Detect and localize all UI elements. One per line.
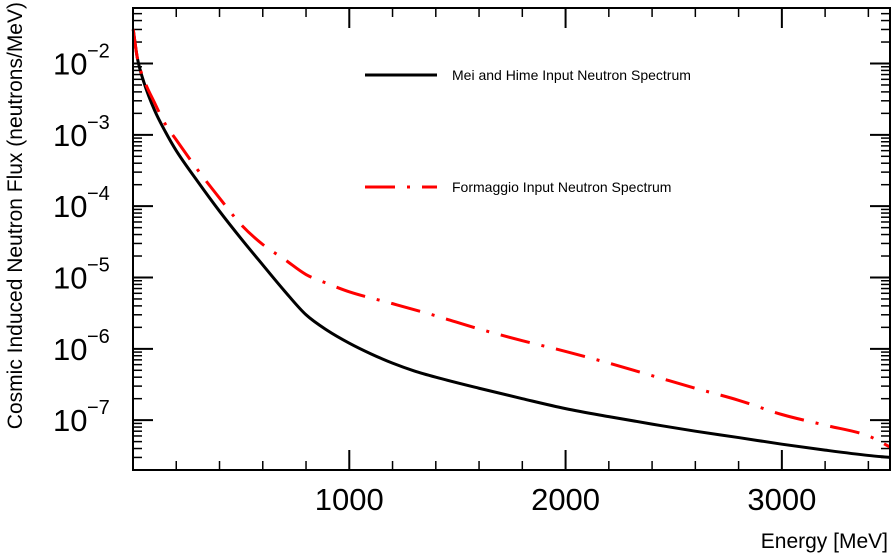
y-axis-label: Cosmic Induced Neutron Flux (neutrons/Me… xyxy=(4,2,27,429)
y-tick-label-exponent: −2 xyxy=(87,41,110,63)
x-axis-label: Energy [MeV] xyxy=(761,530,888,553)
series-layer xyxy=(131,29,891,459)
legend: Mei and Hime Input Neutron Spectrum Forma… xyxy=(365,67,691,195)
x-tick-label: 2000 xyxy=(531,482,600,517)
plot-frame xyxy=(132,7,891,471)
y-tick-label: 10 xyxy=(53,189,87,224)
y-tick-label-exponent: −6 xyxy=(87,326,110,348)
x-tick-label: 3000 xyxy=(747,482,816,517)
y-major-ticks xyxy=(133,62,890,422)
y-tick-label-exponent: −3 xyxy=(87,112,110,134)
y-tick-label: 10 xyxy=(53,47,87,82)
y-tick-labels: 10−710−610−510−410−310−2 xyxy=(53,41,110,439)
y-tick-label-exponent: −4 xyxy=(87,183,110,205)
y-tick-label: 10 xyxy=(53,332,87,367)
y-tick-label-exponent: −7 xyxy=(87,397,110,419)
series-line-2 xyxy=(131,29,891,449)
x-minor-ticks xyxy=(175,8,870,470)
x-tick-label: 1000 xyxy=(315,482,384,517)
legend-label-1: Mei and Hime Input Neutron Spectrum xyxy=(452,67,691,83)
x-major-ticks xyxy=(348,8,783,470)
y-minor-ticks xyxy=(133,7,890,471)
legend-label-2: Formaggio Input Neutron Spectrum xyxy=(452,179,671,195)
y-tick-label-exponent: −5 xyxy=(87,254,110,276)
y-tick-label: 10 xyxy=(53,118,87,153)
y-tick-label: 10 xyxy=(53,260,87,295)
x-tick-labels: 1000 2000 3000 xyxy=(315,482,817,517)
series-line-1 xyxy=(131,29,891,459)
y-tick-label: 10 xyxy=(53,403,87,438)
